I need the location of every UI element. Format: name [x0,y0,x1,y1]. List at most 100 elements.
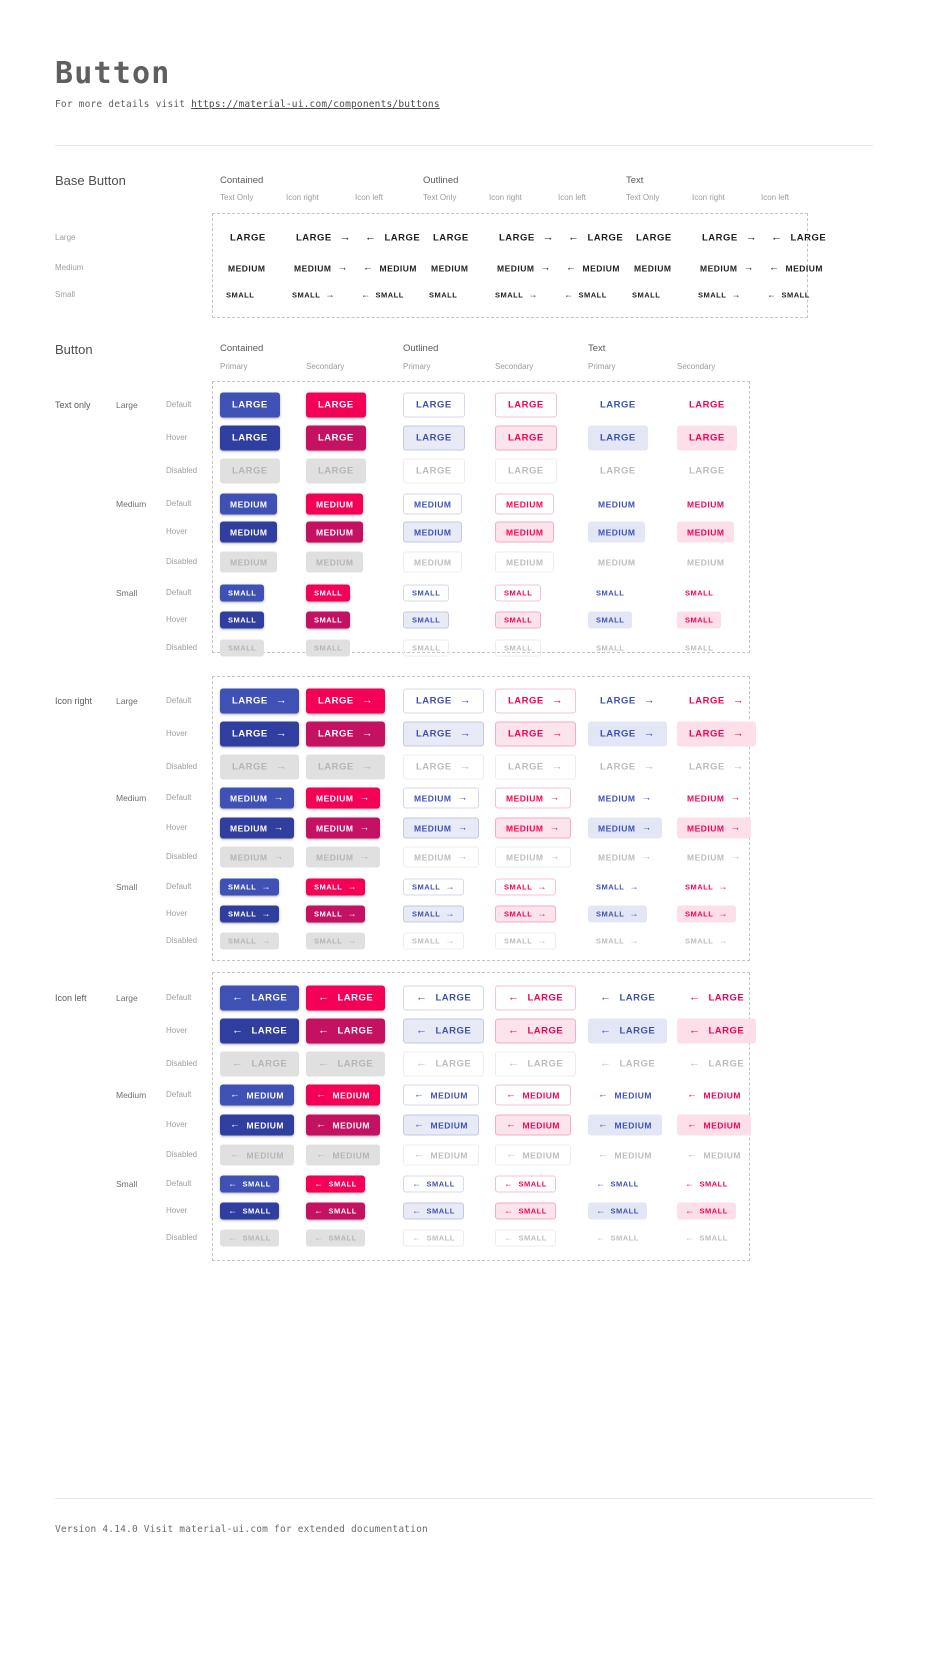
button-icon-left-text-primary-medium-hover[interactable]: ← MEDIUM [588,1114,662,1136]
button-icon-right-outlined-primary-medium-default[interactable]: MEDIUM → [403,787,479,809]
button-icon-right-contained-primary-small-hover[interactable]: SMALL → [220,905,279,923]
button-text-only-outlined-secondary-medium-disabled[interactable]: MEDIUM [495,551,555,573]
button-icon-right-text-primary-medium-disabled[interactable]: MEDIUM → [588,847,662,868]
base-button-outlined-icon-right-large[interactable]: LARGE → [487,226,566,251]
button-icon-left-outlined-secondary-large-hover[interactable]: ← LARGE [495,1018,577,1044]
button-text-only-contained-primary-medium-default[interactable]: MEDIUM [220,493,278,515]
button-icon-left-outlined-primary-small-default[interactable]: ← SMALL [403,1175,464,1193]
button-text-only-contained-secondary-medium-hover[interactable]: MEDIUM [306,521,364,543]
base-button-text-icon-left-large[interactable]: ← LARGE [759,226,838,251]
base-button-contained-text-only-large[interactable]: LARGE [218,226,278,251]
button-text-only-outlined-primary-small-hover[interactable]: SMALL [403,611,450,629]
button-text-only-contained-secondary-large-hover[interactable]: LARGE [306,425,366,451]
button-text-only-text-secondary-medium-hover[interactable]: MEDIUM [677,521,735,543]
base-button-text-icon-right-medium[interactable]: MEDIUM → [690,258,764,279]
button-icon-right-contained-secondary-small-disabled[interactable]: SMALL → [306,932,365,950]
button-text-only-outlined-secondary-medium-hover[interactable]: MEDIUM [495,521,555,543]
button-icon-right-outlined-secondary-medium-hover[interactable]: MEDIUM → [495,817,571,839]
button-text-only-text-secondary-small-hover[interactable]: SMALL [677,611,722,629]
button-icon-left-contained-primary-large-disabled[interactable]: ← LARGE [220,1051,300,1077]
button-icon-left-contained-primary-medium-hover[interactable]: ← MEDIUM [220,1114,294,1136]
button-icon-left-outlined-primary-large-disabled[interactable]: ← LARGE [403,1051,485,1077]
button-icon-right-contained-primary-medium-default[interactable]: MEDIUM → [220,787,294,809]
button-icon-right-outlined-secondary-large-default[interactable]: LARGE → [495,688,577,714]
button-text-only-contained-secondary-medium-disabled[interactable]: MEDIUM [306,551,364,573]
button-icon-left-contained-primary-small-hover[interactable]: ← SMALL [220,1202,279,1220]
button-icon-left-text-primary-medium-default[interactable]: ← MEDIUM [588,1085,662,1106]
button-icon-right-contained-secondary-large-disabled[interactable]: LARGE → [306,754,386,780]
button-icon-right-text-primary-large-hover[interactable]: LARGE → [588,721,668,747]
base-button-outlined-icon-left-large[interactable]: ← LARGE [556,226,635,251]
base-button-text-icon-left-small[interactable]: ← SMALL [759,287,818,304]
base-button-contained-icon-left-large[interactable]: ← LARGE [353,226,432,251]
button-icon-right-text-primary-small-hover[interactable]: SMALL → [588,905,647,923]
button-icon-left-contained-secondary-small-hover[interactable]: ← SMALL [306,1202,365,1220]
base-button-text-text-only-small[interactable]: SMALL [624,287,668,304]
base-button-contained-icon-right-small[interactable]: SMALL → [284,287,343,304]
base-button-outlined-text-only-small[interactable]: SMALL [421,287,465,304]
button-icon-right-contained-secondary-large-hover[interactable]: LARGE → [306,721,386,747]
button-icon-right-outlined-secondary-small-hover[interactable]: SMALL → [495,905,556,923]
button-icon-right-contained-secondary-medium-disabled[interactable]: MEDIUM → [306,846,380,868]
button-icon-left-contained-primary-medium-default[interactable]: ← MEDIUM [220,1084,294,1106]
button-icon-left-outlined-primary-large-hover[interactable]: ← LARGE [403,1018,485,1044]
button-icon-left-contained-primary-large-hover[interactable]: ← LARGE [220,1018,300,1044]
button-icon-left-outlined-primary-medium-default[interactable]: ← MEDIUM [403,1084,479,1106]
button-icon-right-contained-primary-medium-disabled[interactable]: MEDIUM → [220,846,294,868]
button-text-only-outlined-primary-large-hover[interactable]: LARGE [403,425,465,451]
button-icon-right-text-secondary-small-default[interactable]: SMALL → [677,879,736,896]
button-icon-right-contained-secondary-medium-hover[interactable]: MEDIUM → [306,817,380,839]
base-button-contained-icon-left-medium[interactable]: ← MEDIUM [353,258,427,279]
button-text-only-text-secondary-large-hover[interactable]: LARGE [677,425,737,451]
button-text-only-outlined-secondary-large-default[interactable]: LARGE [495,392,557,418]
button-text-only-outlined-primary-small-disabled[interactable]: SMALL [403,639,450,657]
button-icon-left-contained-secondary-medium-disabled[interactable]: ← MEDIUM [306,1144,380,1166]
button-text-only-contained-secondary-large-disabled[interactable]: LARGE [306,458,366,484]
base-button-outlined-text-only-medium[interactable]: MEDIUM [421,258,478,279]
button-icon-right-text-primary-large-disabled[interactable]: LARGE → [588,755,667,780]
base-button-outlined-icon-left-small[interactable]: ← SMALL [556,287,615,304]
button-icon-right-contained-primary-medium-hover[interactable]: MEDIUM → [220,817,294,839]
button-icon-left-text-secondary-medium-default[interactable]: ← MEDIUM [677,1085,751,1106]
button-text-only-outlined-primary-medium-default[interactable]: MEDIUM [403,493,463,515]
base-button-text-text-only-medium[interactable]: MEDIUM [624,258,681,279]
button-text-only-text-primary-small-disabled[interactable]: SMALL [588,640,632,657]
button-icon-right-contained-primary-large-default[interactable]: LARGE → [220,688,300,714]
button-icon-right-outlined-secondary-medium-disabled[interactable]: MEDIUM → [495,846,571,868]
button-icon-right-outlined-secondary-large-disabled[interactable]: LARGE → [495,754,577,780]
button-icon-left-contained-primary-large-default[interactable]: ← LARGE [220,985,300,1011]
button-text-only-outlined-secondary-large-hover[interactable]: LARGE [495,425,557,451]
base-button-text-text-only-large[interactable]: LARGE [624,226,684,251]
button-text-only-outlined-secondary-small-default[interactable]: SMALL [495,584,542,602]
button-icon-right-outlined-secondary-medium-default[interactable]: MEDIUM → [495,787,571,809]
button-icon-right-contained-primary-small-default[interactable]: SMALL → [220,878,279,896]
button-text-only-text-secondary-medium-default[interactable]: MEDIUM [677,494,734,515]
button-icon-right-outlined-primary-small-disabled[interactable]: SMALL → [403,932,464,950]
button-icon-left-text-secondary-large-default[interactable]: ← LARGE [677,986,756,1011]
button-icon-left-outlined-secondary-medium-disabled[interactable]: ← MEDIUM [495,1144,571,1166]
button-icon-left-text-secondary-large-hover[interactable]: ← LARGE [677,1018,757,1044]
button-icon-left-contained-secondary-small-default[interactable]: ← SMALL [306,1175,365,1193]
button-text-only-outlined-secondary-large-disabled[interactable]: LARGE [495,458,557,484]
button-icon-right-text-primary-small-default[interactable]: SMALL → [588,879,647,896]
button-text-only-contained-primary-medium-disabled[interactable]: MEDIUM [220,551,278,573]
button-text-only-text-primary-medium-hover[interactable]: MEDIUM [588,521,646,543]
base-button-contained-icon-right-large[interactable]: LARGE → [284,226,363,251]
button-text-only-text-primary-large-default[interactable]: LARGE [588,393,648,418]
button-text-only-contained-secondary-small-hover[interactable]: SMALL [306,611,351,629]
button-icon-right-text-secondary-large-hover[interactable]: LARGE → [677,721,757,747]
button-text-only-contained-primary-large-hover[interactable]: LARGE [220,425,280,451]
button-text-only-outlined-primary-medium-hover[interactable]: MEDIUM [403,521,463,543]
button-icon-right-text-secondary-medium-hover[interactable]: MEDIUM → [677,817,751,839]
button-icon-left-contained-secondary-small-disabled[interactable]: ← SMALL [306,1229,365,1247]
base-button-outlined-text-only-large[interactable]: LARGE [421,226,481,251]
button-icon-right-outlined-secondary-small-default[interactable]: SMALL → [495,878,556,896]
button-icon-left-outlined-primary-medium-disabled[interactable]: ← MEDIUM [403,1144,479,1166]
button-text-only-text-secondary-large-disabled[interactable]: LARGE [677,459,737,484]
button-text-only-outlined-primary-medium-disabled[interactable]: MEDIUM [403,551,463,573]
button-text-only-outlined-primary-large-default[interactable]: LARGE [403,392,465,418]
base-button-outlined-icon-right-medium[interactable]: MEDIUM → [487,258,561,279]
base-button-outlined-icon-left-medium[interactable]: ← MEDIUM [556,258,630,279]
button-icon-left-contained-secondary-medium-hover[interactable]: ← MEDIUM [306,1114,380,1136]
button-icon-left-outlined-secondary-large-default[interactable]: ← LARGE [495,985,577,1011]
